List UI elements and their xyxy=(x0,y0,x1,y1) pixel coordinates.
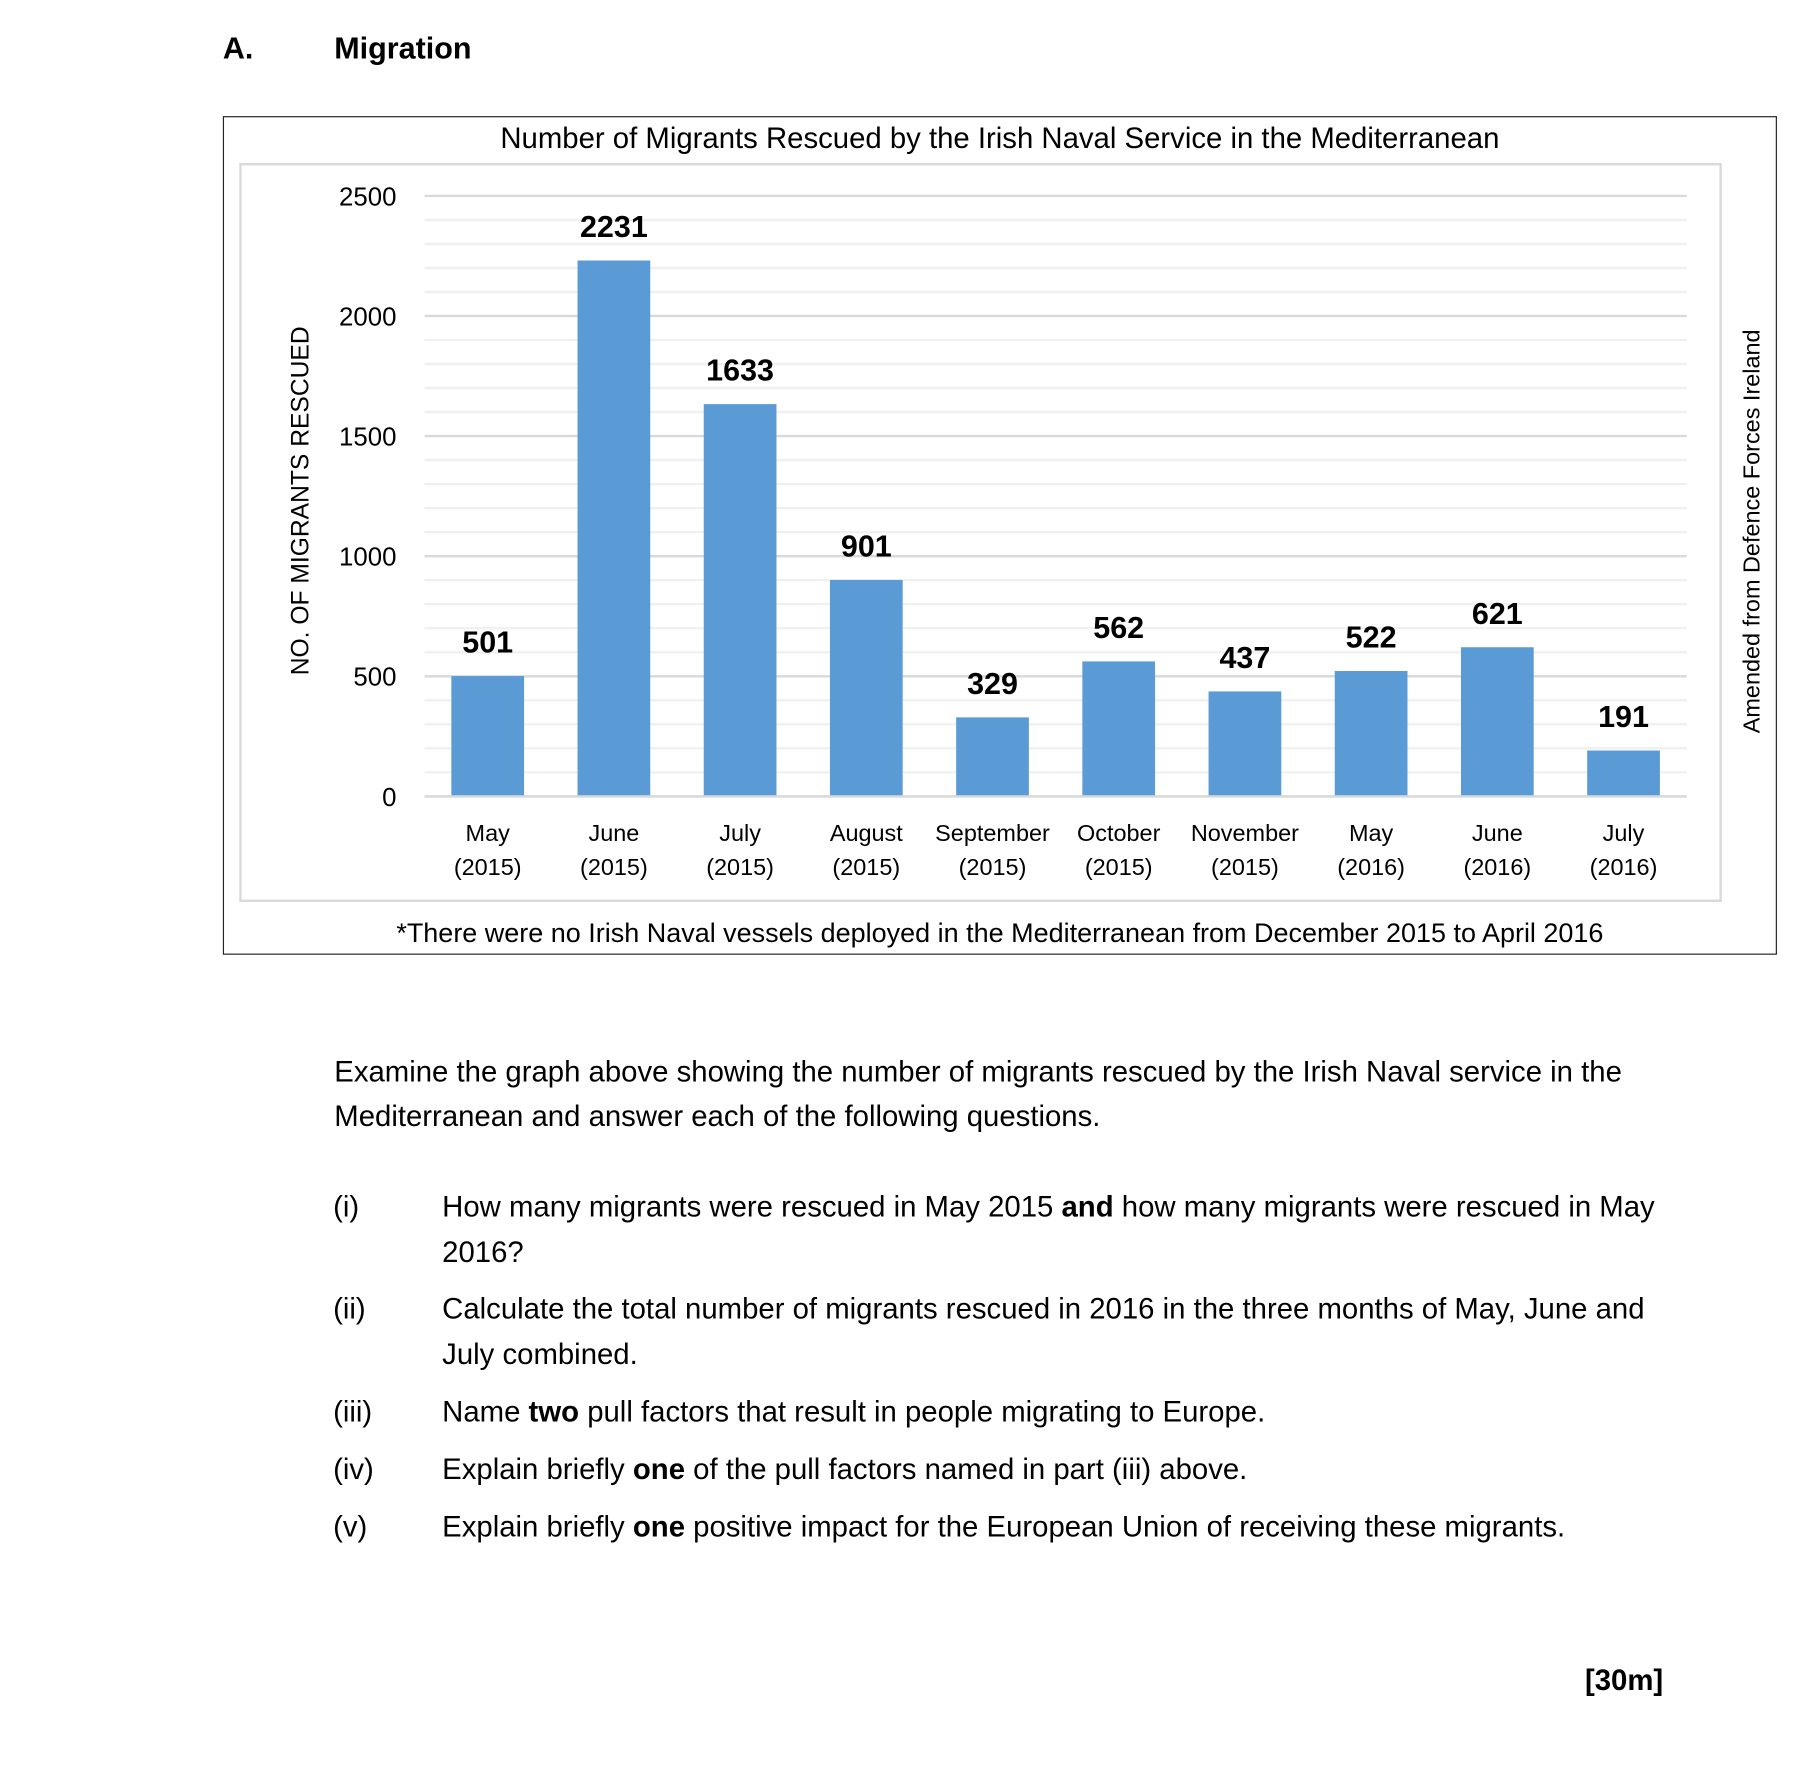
x-tick-year: (2016) xyxy=(1337,854,1405,880)
bar xyxy=(1082,661,1156,797)
y-tick-label: 2000 xyxy=(339,303,396,331)
source-note: Amended from Defence Forces Ireland xyxy=(1738,329,1764,733)
data-label: 522 xyxy=(1346,621,1397,655)
chart-footnote: *There were no Irish Naval vessels deplo… xyxy=(396,917,1604,948)
bar xyxy=(1587,750,1660,797)
x-tick-label: May xyxy=(1349,820,1394,846)
question-text: Calculate the total number of migrants r… xyxy=(442,1292,1645,1371)
x-tick-year: (2015) xyxy=(832,854,900,880)
x-tick-year: (2015) xyxy=(1085,854,1153,880)
intro-paragraph: Examine the graph above showing the numb… xyxy=(334,1055,1622,1134)
x-tick-label: June xyxy=(1472,820,1523,846)
data-label: 437 xyxy=(1219,641,1270,675)
x-tick-label: November xyxy=(1191,820,1299,846)
y-tick-label: 1000 xyxy=(339,544,396,572)
data-label: 562 xyxy=(1093,611,1144,645)
bar xyxy=(451,676,525,797)
x-tick-year: (2015) xyxy=(1211,854,1279,880)
x-tick-year: (2015) xyxy=(959,854,1027,880)
data-label: 621 xyxy=(1472,597,1523,631)
x-tick-label: July xyxy=(719,820,761,846)
y-axis-title: NO. OF MIGRANTS RESCUED xyxy=(287,326,314,675)
data-label: 901 xyxy=(841,530,892,564)
section-title: Migration xyxy=(334,30,472,66)
y-tick-label: 0 xyxy=(382,784,396,812)
data-label: 2231 xyxy=(580,210,648,244)
data-label: 1633 xyxy=(706,354,774,388)
x-tick-year: (2015) xyxy=(454,854,522,880)
x-tick-year: (2015) xyxy=(706,854,774,880)
plot-frame xyxy=(239,163,1722,902)
data-label: 329 xyxy=(967,667,1018,701)
y-tick-label: 500 xyxy=(353,664,396,692)
chart-title: Number of Migrants Rescued by the Irish … xyxy=(500,121,1500,155)
x-tick-label: September xyxy=(935,820,1050,846)
data-label: 191 xyxy=(1598,700,1649,734)
question-text: Name two pull factors that result in peo… xyxy=(442,1395,1266,1429)
x-tick-label: July xyxy=(1603,820,1645,846)
bar xyxy=(1460,647,1534,797)
bar xyxy=(577,260,651,797)
x-tick-year: (2016) xyxy=(1463,854,1531,880)
x-tick-label: June xyxy=(588,820,639,846)
bar xyxy=(1334,671,1408,797)
question-number: (iii) xyxy=(333,1395,373,1429)
y-tick-label: 1500 xyxy=(339,423,396,451)
y-tick-label: 2500 xyxy=(339,183,396,211)
x-tick-year: (2015) xyxy=(580,854,648,880)
x-tick-label: October xyxy=(1077,820,1161,846)
bar xyxy=(829,579,903,797)
question-number: (iv) xyxy=(333,1453,374,1487)
x-tick-label: August xyxy=(830,820,903,846)
chart-frame xyxy=(222,116,1777,955)
question-number: (ii) xyxy=(333,1292,366,1326)
data-label: 501 xyxy=(462,626,513,660)
question-text: Explain briefly one positive impact for … xyxy=(442,1510,1566,1544)
question-text: How many migrants were rescued in May 20… xyxy=(442,1190,1655,1269)
question-text: Explain briefly one of the pull factors … xyxy=(442,1453,1248,1487)
section-letter: A. xyxy=(222,30,254,66)
bar xyxy=(703,404,777,797)
x-tick-year: (2016) xyxy=(1590,854,1658,880)
marks-label: [30m] xyxy=(1584,1664,1664,1698)
question-number: (v) xyxy=(333,1510,368,1544)
bar xyxy=(956,717,1029,797)
question-number: (i) xyxy=(333,1190,360,1224)
x-tick-label: May xyxy=(466,820,511,846)
bar xyxy=(1208,691,1282,797)
